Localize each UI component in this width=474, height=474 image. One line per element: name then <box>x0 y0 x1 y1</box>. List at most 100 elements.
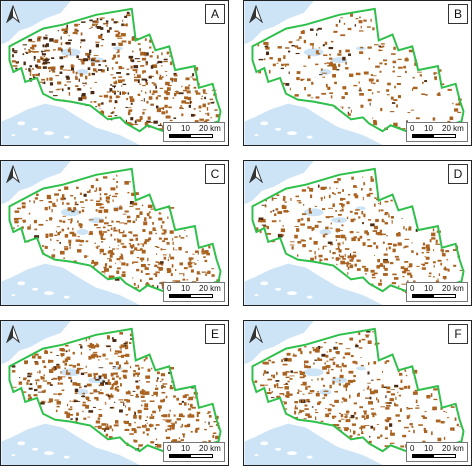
land-cover-patch <box>341 203 345 207</box>
land-cover-patch <box>176 92 180 95</box>
land-cover-patch <box>366 232 370 236</box>
land-cover-patch <box>362 196 364 201</box>
land-cover-patch <box>297 219 301 223</box>
land-cover-patch <box>122 19 124 22</box>
land-cover-patch <box>298 399 301 403</box>
land-cover-patch <box>304 408 309 410</box>
land-cover-patch <box>317 27 322 30</box>
land-cover-patch <box>211 274 215 277</box>
land-cover-patch <box>312 348 316 352</box>
land-cover-patch <box>113 424 119 427</box>
land-cover-patch <box>268 388 271 392</box>
land-cover-patch <box>285 408 288 410</box>
land-cover-patch <box>349 264 354 269</box>
land-cover-patch <box>149 46 152 49</box>
land-cover-patch <box>157 405 162 409</box>
land-cover-patch <box>356 259 361 262</box>
land-cover-patch <box>390 216 394 219</box>
land-cover-patch <box>37 379 40 381</box>
land-cover-patch <box>402 434 407 438</box>
land-cover-patch <box>406 407 409 408</box>
land-cover-patch <box>341 96 345 99</box>
land-cover-patch <box>302 399 304 403</box>
land-cover-patch <box>83 193 87 197</box>
land-cover-patch <box>314 349 320 353</box>
land-cover-patch <box>146 422 149 424</box>
land-cover-patch <box>384 260 390 264</box>
land-cover-patch <box>299 409 301 413</box>
land-cover-patch <box>342 241 344 245</box>
land-cover-patch <box>145 82 149 85</box>
land-cover-patch <box>280 228 286 233</box>
land-cover-patch <box>56 363 60 366</box>
land-cover-patch <box>406 245 409 248</box>
land-cover-patch <box>99 18 103 21</box>
land-cover-patch <box>132 69 138 72</box>
land-cover-patch <box>42 380 48 382</box>
land-cover-patch <box>365 415 369 419</box>
panel-label: C <box>205 164 225 184</box>
land-cover-patch <box>89 19 93 22</box>
land-cover-patch <box>361 338 366 341</box>
land-cover-patch <box>11 60 16 63</box>
land-cover-patch <box>340 418 345 420</box>
island <box>260 281 269 286</box>
land-cover-patch <box>429 239 432 243</box>
land-cover-patch <box>14 210 20 213</box>
land-cover-patch <box>317 221 322 223</box>
land-cover-patch <box>300 350 303 355</box>
land-cover-patch <box>138 415 142 419</box>
land-cover-patch <box>114 387 117 391</box>
land-cover-patch <box>344 92 348 95</box>
land-cover-patch <box>60 65 64 68</box>
island <box>63 135 70 139</box>
land-cover-patch <box>328 62 334 67</box>
land-cover-patch <box>335 342 338 344</box>
land-cover-patch <box>353 84 358 87</box>
land-cover-patch <box>309 28 314 31</box>
land-cover-patch <box>79 239 85 243</box>
land-cover-patch <box>96 227 101 229</box>
land-cover-patch <box>28 38 33 42</box>
land-cover-patch <box>176 90 178 94</box>
scale-tick-0: 0 <box>410 124 415 133</box>
land-cover-patch <box>372 230 378 232</box>
land-cover-patch <box>335 346 338 349</box>
land-cover-patch <box>368 57 371 60</box>
land-cover-patch <box>367 385 370 389</box>
land-cover-patch <box>459 426 461 428</box>
land-cover-patch <box>194 396 196 399</box>
land-cover-patch <box>78 343 82 346</box>
land-cover-patch <box>349 231 354 234</box>
land-cover-patch <box>411 425 414 428</box>
land-cover-patch <box>48 201 53 203</box>
land-cover-patch <box>156 253 158 255</box>
land-cover-patch <box>289 87 291 91</box>
land-cover-patch <box>58 377 61 381</box>
land-cover-patch <box>137 243 140 246</box>
land-cover-patch <box>397 76 402 77</box>
land-cover-patch <box>160 261 164 264</box>
land-cover-patch <box>127 122 132 126</box>
land-cover-patch <box>74 201 77 205</box>
land-cover-patch <box>143 425 147 428</box>
land-cover-patch <box>80 351 83 355</box>
land-cover-patch <box>357 434 361 436</box>
land-cover-patch <box>320 259 323 262</box>
land-cover-patch <box>319 74 323 76</box>
land-cover-patch <box>156 246 160 248</box>
land-cover-patch <box>408 228 412 231</box>
land-cover-patch <box>128 55 134 59</box>
land-cover-patch <box>166 271 171 274</box>
land-cover-patch <box>115 95 119 99</box>
land-cover-patch <box>297 392 300 394</box>
land-cover-patch <box>128 231 131 234</box>
land-cover-patch <box>282 198 286 201</box>
land-cover-patch <box>56 198 58 202</box>
land-cover-patch <box>55 75 60 77</box>
land-cover-patch <box>440 249 444 252</box>
land-cover-patch <box>142 229 146 233</box>
land-cover-patch <box>369 435 371 438</box>
land-cover-patch <box>119 205 122 207</box>
land-cover-patch <box>93 54 99 56</box>
